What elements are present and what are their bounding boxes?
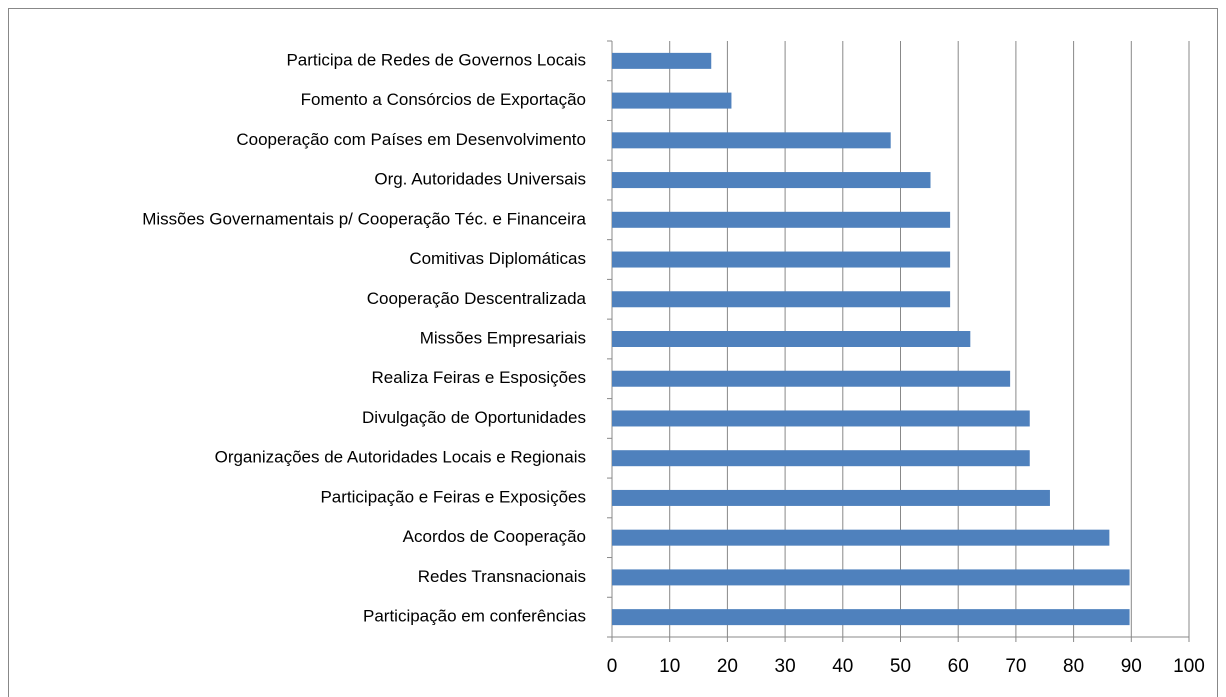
y-tick-label: Org. Autoridades Universais — [374, 170, 586, 189]
bar — [612, 489, 1050, 506]
bar — [612, 251, 951, 268]
bar — [612, 92, 732, 109]
bar — [612, 410, 1030, 427]
y-tick-label: Missões Empresariais — [420, 328, 586, 347]
x-tick-label: 80 — [1063, 656, 1084, 677]
x-tick-label: 60 — [948, 656, 969, 677]
x-tick-label: 20 — [717, 656, 738, 677]
y-tick-label: Cooperação com Países em Desenvolvimento — [236, 130, 586, 149]
x-tick-label: 70 — [1005, 656, 1026, 677]
y-tick-label: Redes Transnacionais — [418, 567, 586, 586]
x-tick-label: 10 — [659, 656, 680, 677]
bar — [612, 331, 971, 347]
bar — [612, 132, 891, 149]
y-tick-label: Divulgação de Oportunidades — [362, 408, 586, 427]
x-tick-label: 40 — [832, 656, 853, 677]
chart-border — [8, 8, 1218, 697]
bar — [612, 211, 951, 228]
x-tick-label: 30 — [775, 656, 796, 677]
bar — [612, 291, 951, 308]
bar — [612, 569, 1130, 586]
y-tick-label: Organizações de Autoridades Locais e Reg… — [215, 448, 586, 467]
y-tick-label: Participação e Feiras e Exposições — [320, 487, 586, 506]
bar — [612, 609, 1130, 626]
y-tick-label: Cooperação Descentralizada — [367, 289, 587, 308]
bar — [612, 172, 931, 189]
y-tick-label: Participação em conferências — [363, 607, 586, 626]
y-tick-label: Participa de Redes de Governos Locais — [286, 50, 586, 69]
y-tick-label: Missões Governamentais p/ Cooperação Téc… — [142, 209, 586, 228]
bar — [612, 370, 1011, 387]
y-tick-label: Realiza Feiras e Esposições — [372, 368, 586, 387]
x-tick-label: 0 — [607, 656, 618, 677]
bar — [612, 52, 712, 69]
y-tick-label: Comitivas Diplomáticas — [409, 249, 586, 268]
x-tick-label: 50 — [890, 656, 911, 677]
x-tick-label: 90 — [1121, 656, 1142, 677]
x-tick-label: 100 — [1173, 656, 1205, 677]
y-tick-label: Fomento a Consórcios de Exportação — [301, 90, 586, 109]
bar — [612, 529, 1110, 546]
bar — [612, 450, 1030, 467]
y-tick-label: Acordos de Cooperação — [403, 527, 586, 546]
